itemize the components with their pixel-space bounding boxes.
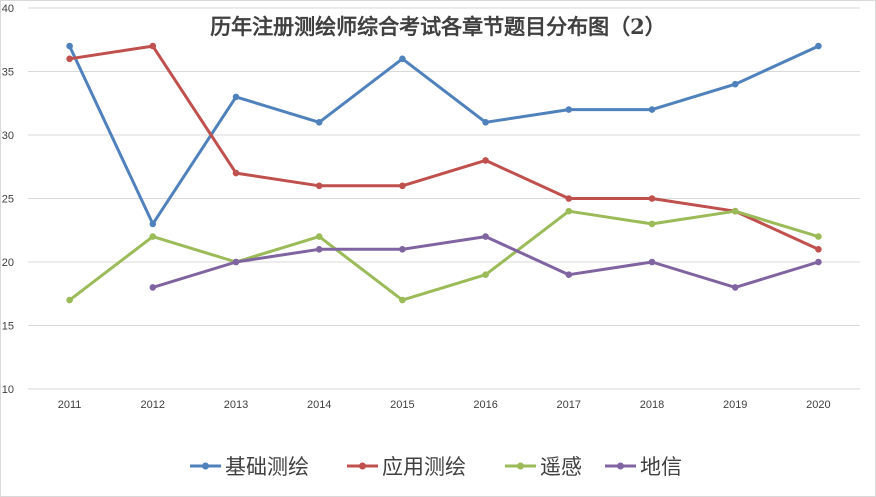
legend-label: 遥感 xyxy=(540,455,582,479)
data-point xyxy=(66,42,73,50)
x-axis: 2011 2012 2013 2014 2015 2016 2017 2018 2019 2020 xyxy=(58,399,831,411)
y-tick-label: 30 xyxy=(2,130,14,142)
data-point xyxy=(815,233,822,240)
x-tick-label: 2011 xyxy=(58,399,82,411)
x-tick-label: 2020 xyxy=(806,399,830,411)
data-point xyxy=(232,93,240,101)
data-point xyxy=(731,80,739,88)
series-line xyxy=(68,209,820,302)
data-point xyxy=(482,271,489,279)
gridlines xyxy=(28,7,860,390)
data-point xyxy=(149,42,157,50)
legend-swatch-marker xyxy=(617,462,624,470)
legend-item: 应用测绘 xyxy=(347,455,466,479)
data-point xyxy=(731,207,739,215)
series-1 xyxy=(66,42,822,228)
chart-title: 历年注册测绘师综合考试各章节题目分布图（2） xyxy=(210,14,666,39)
data-point xyxy=(482,233,489,240)
legend-item: 遥感 xyxy=(505,455,582,479)
legend: 基础测绘 应用测绘 遥感 地信 xyxy=(190,455,682,479)
legend-label: 基础测绘 xyxy=(225,455,309,479)
data-point xyxy=(815,42,822,50)
data-point xyxy=(648,106,656,113)
x-tick-label: 2019 xyxy=(723,399,747,411)
series-line xyxy=(68,44,820,251)
data-point xyxy=(565,207,573,215)
data-point xyxy=(399,182,406,190)
x-tick-label: 2018 xyxy=(640,399,664,411)
data-point xyxy=(565,195,573,202)
data-point xyxy=(565,106,573,113)
data-point xyxy=(399,296,406,304)
x-tick-label: 2012 xyxy=(141,399,165,411)
data-point xyxy=(232,258,240,266)
data-point xyxy=(399,55,406,63)
x-tick-label: 2016 xyxy=(473,399,497,411)
legend-swatch-marker xyxy=(517,462,524,470)
data-point xyxy=(399,246,406,253)
series-4 xyxy=(149,233,822,291)
y-tick-label: 25 xyxy=(2,194,14,206)
legend-swatch-marker xyxy=(202,462,209,470)
x-tick-label: 2015 xyxy=(390,399,414,411)
data-point xyxy=(482,119,489,126)
series-line xyxy=(68,44,820,226)
y-tick-label: 15 xyxy=(2,321,14,333)
legend-swatch-marker xyxy=(359,462,366,470)
series-3 xyxy=(66,207,822,304)
legend-label: 应用测绘 xyxy=(382,455,466,479)
data-point xyxy=(315,233,323,240)
data-point xyxy=(315,182,323,190)
data-point xyxy=(815,246,822,253)
data-point xyxy=(482,157,489,164)
data-point xyxy=(149,220,157,228)
data-point xyxy=(648,220,656,228)
legend-item: 基础测绘 xyxy=(190,455,309,479)
data-point xyxy=(315,246,323,253)
data-point xyxy=(315,119,323,126)
data-point xyxy=(66,55,73,63)
y-tick-label: 35 xyxy=(2,67,14,79)
x-tick-label: 2017 xyxy=(557,399,581,411)
y-tick-label: 40 xyxy=(2,3,14,15)
plot-area xyxy=(66,42,822,304)
data-point xyxy=(149,284,157,291)
legend-label: 地信 xyxy=(640,455,682,479)
legend-item: 地信 xyxy=(605,455,682,479)
data-point xyxy=(66,296,73,304)
data-point xyxy=(232,169,240,177)
x-tick-label: 2013 xyxy=(224,399,248,411)
data-point xyxy=(815,258,822,266)
data-point xyxy=(565,271,573,279)
y-tick-label: 20 xyxy=(2,257,14,269)
data-point xyxy=(731,284,739,291)
y-axis: 10 15 20 25 30 35 40 xyxy=(2,3,14,396)
x-tick-label: 2014 xyxy=(307,399,331,411)
data-point xyxy=(149,233,157,240)
data-point xyxy=(648,195,656,202)
y-tick-label: 10 xyxy=(2,384,14,396)
data-point xyxy=(648,258,656,266)
